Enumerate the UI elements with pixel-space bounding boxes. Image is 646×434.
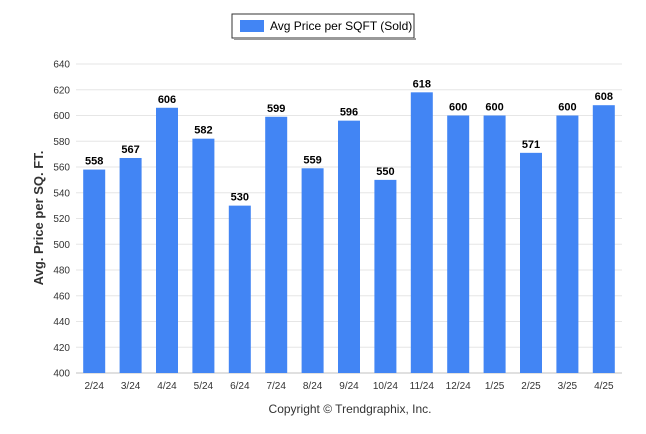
data-label: 618 <box>413 78 431 90</box>
x-tick-label: 9/24 <box>339 381 359 392</box>
x-tick-label: 12/24 <box>446 381 471 392</box>
y-axis-title: Avg. Price per SQ. FT. <box>31 151 46 286</box>
data-label: 571 <box>522 139 540 151</box>
bar <box>83 169 106 373</box>
x-tick-label: 11/24 <box>410 381 435 392</box>
bars <box>83 92 615 374</box>
bar <box>119 157 142 373</box>
bar <box>410 92 433 373</box>
bar <box>374 179 397 373</box>
x-tick-label: 8/24 <box>303 381 323 392</box>
bar <box>556 115 579 373</box>
y-tick-label: 420 <box>53 343 70 354</box>
bar <box>520 152 542 373</box>
bar <box>156 107 178 374</box>
x-tick-label: 3/25 <box>558 381 578 392</box>
x-axis-ticks: 2/24 3/24 4/24 5/24 6/24 7/24 8/24 9/24 10/24 11/… <box>84 381 614 392</box>
bar <box>447 115 470 373</box>
data-label: 600 <box>558 102 576 114</box>
bar <box>592 105 615 373</box>
y-tick-label: 440 <box>53 317 70 328</box>
data-label: 600 <box>485 102 503 114</box>
legend[interactable]: Avg Price per SQFT (Sold) <box>231 13 416 40</box>
y-tick-label: 580 <box>53 137 70 148</box>
x-tick-label: 6/24 <box>230 381 250 392</box>
y-tick-label: 540 <box>53 188 70 199</box>
data-label: 567 <box>121 144 139 156</box>
x-tick-label: 1/25 <box>485 381 505 392</box>
data-label: 550 <box>376 166 394 178</box>
legend-shadow <box>234 38 416 40</box>
y-tick-label: 480 <box>53 266 70 277</box>
y-tick-label: 500 <box>53 240 70 251</box>
y-tick-label: 400 <box>53 369 70 380</box>
y-tick-label: 460 <box>53 291 70 302</box>
x-tick-label: 3/24 <box>121 381 141 392</box>
x-tick-label: 4/24 <box>157 381 177 392</box>
copyright-text: Copyright © Trendgraphix, Inc. <box>269 402 432 416</box>
bar <box>483 115 506 373</box>
y-axis-ticks: 400 420 440 460 480 500 520 540 560 580 600 620 640 <box>53 60 70 380</box>
x-tick-label: 2/24 <box>84 381 104 392</box>
y-tick-label: 640 <box>53 60 70 71</box>
y-tick-label: 520 <box>53 214 70 225</box>
y-tick-label: 560 <box>53 163 70 174</box>
data-label: 596 <box>340 107 358 119</box>
y-tick-label: 620 <box>53 85 70 96</box>
bar <box>228 205 251 373</box>
data-label: 558 <box>85 156 103 168</box>
data-label: 608 <box>595 91 613 103</box>
data-label: 559 <box>303 154 321 166</box>
data-labels: 558 567 606 582 530 599 559 596 550 618 600 600 571 6… <box>85 78 613 203</box>
bar <box>192 138 215 373</box>
x-tick-label: 5/24 <box>194 381 214 392</box>
legend-label: Avg Price per SQFT (Sold) <box>270 19 412 33</box>
data-label: 530 <box>231 192 249 204</box>
bar <box>338 120 360 374</box>
legend-swatch <box>240 20 264 32</box>
x-tick-label: 10/24 <box>373 381 398 392</box>
data-label: 582 <box>194 125 212 137</box>
x-tick-label: 7/24 <box>266 381 286 392</box>
bar <box>301 168 324 373</box>
data-label: 600 <box>449 102 467 114</box>
y-tick-label: 600 <box>53 111 70 122</box>
x-tick-label: 4/25 <box>594 381 614 392</box>
data-label: 606 <box>158 94 176 106</box>
data-label: 599 <box>267 103 285 115</box>
bar <box>265 116 288 373</box>
x-tick-label: 2/25 <box>521 381 541 392</box>
